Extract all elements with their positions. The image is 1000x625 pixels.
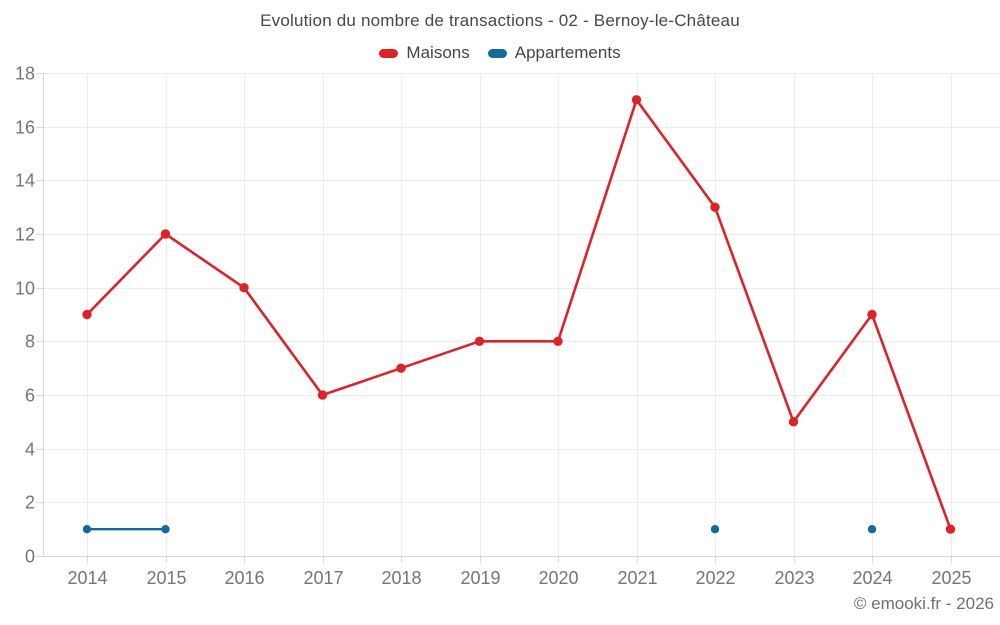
x-gridlines — [87, 73, 952, 563]
y-tick-label: 6 — [25, 386, 35, 406]
x-tick-label: 2014 — [67, 568, 107, 588]
series-appartements — [82, 525, 877, 534]
y-gridlines — [36, 73, 1000, 557]
x-tick-label: 2024 — [852, 568, 892, 588]
y-tick-label: 10 — [15, 279, 35, 299]
x-tick-label: 2019 — [460, 568, 500, 588]
point-maisons-2017[interactable] — [317, 390, 328, 400]
x-tick-label: 2022 — [695, 568, 735, 588]
y-tick-label: 14 — [15, 171, 35, 191]
point-appartements-2015[interactable] — [161, 525, 170, 534]
legend-label-maisons: Maisons — [406, 43, 470, 62]
legend-item-appartements[interactable]: Appartements — [487, 43, 621, 63]
series-maisons — [82, 95, 956, 534]
x-tick-label: 2015 — [146, 568, 186, 588]
point-maisons-2018[interactable] — [396, 363, 406, 373]
x-tick-label: 2020 — [538, 568, 578, 588]
point-maisons-2024[interactable] — [867, 309, 877, 320]
x-tick-label: 2021 — [617, 568, 657, 588]
point-maisons-2022[interactable] — [710, 202, 720, 212]
chart-title: Evolution du nombre de transactions - 02… — [260, 11, 740, 30]
y-tick-label: 2 — [25, 493, 35, 513]
point-appartements-2014[interactable] — [82, 525, 92, 534]
appartements-series-swatch-icon — [487, 48, 507, 58]
point-maisons-2021[interactable] — [631, 95, 642, 105]
x-axis-labels: 2014 2015 2016 2017 2018 2019 2020 2021 2022 2023… — [67, 568, 971, 588]
point-maisons-2015[interactable] — [160, 229, 171, 239]
point-maisons-2023[interactable] — [788, 417, 799, 427]
point-appartements-2022[interactable] — [710, 525, 720, 534]
point-maisons-2019[interactable] — [474, 336, 485, 346]
point-maisons-2016[interactable] — [239, 283, 249, 293]
watermark: © emooki.fr - 2026 — [853, 594, 994, 613]
x-tick-label: 2016 — [224, 568, 264, 588]
x-tick-label: 2025 — [931, 568, 971, 588]
y-axis-labels: 0 2 4 6 8 10 12 14 16 18 — [15, 64, 35, 567]
x-tick-label: 2018 — [381, 568, 421, 588]
y-tick-label: 8 — [25, 332, 35, 352]
y-tick-label: 18 — [15, 64, 35, 84]
legend-label-appartements: Appartements — [514, 43, 621, 62]
point-maisons-2014[interactable] — [82, 309, 92, 320]
legend-item-maisons[interactable]: Maisons — [379, 43, 470, 63]
maisons-series-swatch-icon — [379, 48, 399, 58]
axes — [36, 73, 1000, 557]
y-tick-label: 0 — [25, 547, 35, 567]
point-maisons-2025[interactable] — [945, 524, 956, 534]
y-tick-label: 12 — [15, 225, 35, 245]
legend: Maisons Appartements — [0, 43, 1000, 63]
point-maisons-2020[interactable] — [553, 336, 563, 346]
y-tick-label: 16 — [15, 118, 35, 138]
series-line-maisons — [85, 98, 952, 531]
y-tick-label: 4 — [25, 440, 35, 460]
point-appartements-2024[interactable] — [867, 525, 877, 534]
x-tick-label: 2023 — [774, 568, 814, 588]
x-tick-label: 2017 — [303, 568, 343, 588]
